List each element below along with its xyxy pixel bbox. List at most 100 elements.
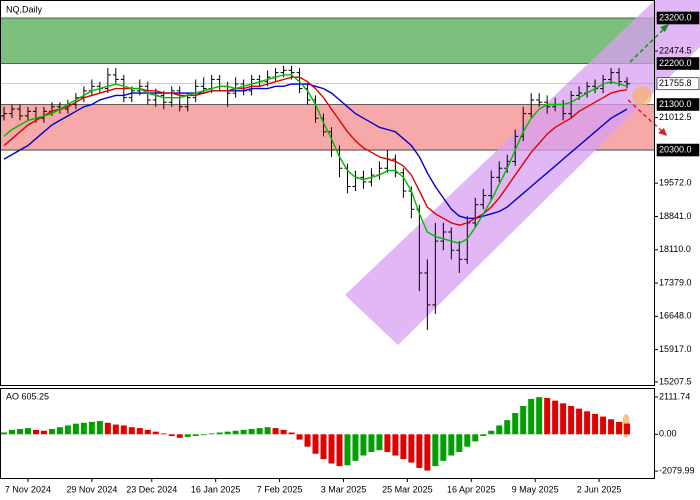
price-label-box	[656, 11, 700, 25]
ao-bar	[416, 434, 423, 468]
ao-bar	[104, 422, 111, 435]
ao-bar	[288, 432, 295, 435]
ao-bar	[384, 434, 391, 452]
ao-bar	[112, 424, 119, 435]
ao-bar	[192, 434, 199, 437]
ao-bar	[624, 423, 631, 435]
ao-bar	[440, 434, 447, 461]
y-tick-label: 15917.0	[659, 344, 692, 354]
ao-bar	[0, 432, 7, 435]
ao-bar	[360, 434, 367, 456]
ao-bar	[48, 428, 55, 435]
ao-bar	[496, 425, 503, 435]
ao-bar	[200, 434, 207, 436]
ao-bar	[472, 434, 479, 442]
ao-bar	[312, 434, 319, 454]
ao-bar	[40, 430, 47, 435]
ao-bar	[504, 420, 511, 435]
level-label: 23200.0	[659, 12, 692, 22]
moving-average	[3, 83, 628, 220]
ao-bar	[544, 398, 551, 435]
ao-bar	[32, 429, 39, 435]
ao-bar	[552, 400, 559, 435]
ao-bar	[432, 434, 439, 467]
y-tick-label: -2079.99	[659, 465, 695, 475]
ao-bar	[160, 433, 167, 435]
ao-bar	[520, 405, 527, 435]
last-price-label: 21755.8	[659, 78, 692, 88]
ao-bar	[80, 422, 87, 435]
ao-bar	[168, 434, 175, 437]
price-panel	[0, 65, 655, 330]
ao-bar	[128, 427, 135, 435]
x-tick-label: 7 Feb 2025	[257, 484, 303, 494]
ao-bar	[16, 428, 23, 435]
ao-bar	[136, 428, 143, 435]
highlight	[632, 86, 652, 106]
ao-bar	[488, 430, 495, 435]
ao-bar	[72, 423, 79, 435]
ao-bar	[96, 421, 103, 435]
down-arrow-head	[658, 128, 667, 136]
ao-bar	[392, 434, 399, 456]
price-label-box	[656, 57, 700, 70]
ao-bar	[568, 405, 575, 435]
ao-frame	[0, 388, 655, 479]
ao-bar	[448, 434, 455, 456]
ao-bar	[280, 429, 287, 435]
ao-bar	[352, 434, 359, 461]
price-frame	[0, 0, 655, 386]
y-tick-label: 15207.5	[659, 376, 692, 386]
ao-bar	[152, 431, 159, 435]
ao-bar	[232, 430, 239, 435]
ao-bar	[224, 431, 231, 435]
up-arrow-head	[660, 24, 669, 32]
ao-bar	[176, 434, 183, 438]
x-tick-label: 3 Mar 2025	[321, 484, 367, 494]
up-arrow	[629, 26, 667, 63]
ao-bar	[208, 433, 215, 435]
ao-bar	[376, 434, 383, 451]
down-arrow	[627, 99, 665, 134]
ao-bar	[248, 428, 255, 435]
chart-title: NQ,Daily	[6, 4, 43, 14]
level-label: 21300.0	[659, 99, 692, 109]
x-tick-label: 7 Nov 2024	[5, 484, 51, 494]
ao-bar	[8, 429, 15, 435]
ao-bar	[144, 429, 151, 435]
ao-bar	[408, 434, 415, 463]
y-tick-label: 19572.0	[659, 178, 692, 188]
ao-bar	[464, 434, 471, 447]
ao-bar	[560, 403, 567, 435]
y-tick-label: 2111.74	[659, 391, 690, 401]
ao-bar	[528, 398, 535, 435]
moving-average	[3, 74, 628, 245]
ao-bar	[536, 397, 543, 435]
ao-bar	[240, 429, 247, 435]
price-label-box	[656, 77, 700, 91]
x-tick-label: 16 Jan 2025	[191, 484, 241, 494]
ao-bar	[328, 434, 335, 464]
ao-bar	[608, 419, 615, 435]
x-tick-label: 16 Apr 2025	[447, 484, 496, 494]
ao-bar	[88, 421, 95, 435]
y-tick-label: 18841.0	[659, 211, 692, 221]
level-label: 20300.0	[659, 144, 692, 154]
ao-bar	[584, 411, 591, 435]
price-channel	[345, 0, 700, 345]
ao-bar	[512, 413, 519, 435]
ao-bar	[256, 428, 263, 435]
ao-bar	[400, 434, 407, 460]
moving-average	[3, 76, 628, 226]
ao-bar	[344, 434, 351, 466]
level-label: 22200.0	[659, 58, 692, 68]
ao-bar	[24, 428, 31, 435]
y-tick-label: 16648.0	[659, 311, 692, 321]
ao-bar	[336, 434, 343, 467]
price-label-box	[656, 98, 700, 111]
y-tick-label: 17379.0	[659, 277, 692, 287]
ao-bar	[264, 427, 271, 435]
ao-bar	[184, 434, 191, 437]
ao-bar	[600, 416, 607, 435]
